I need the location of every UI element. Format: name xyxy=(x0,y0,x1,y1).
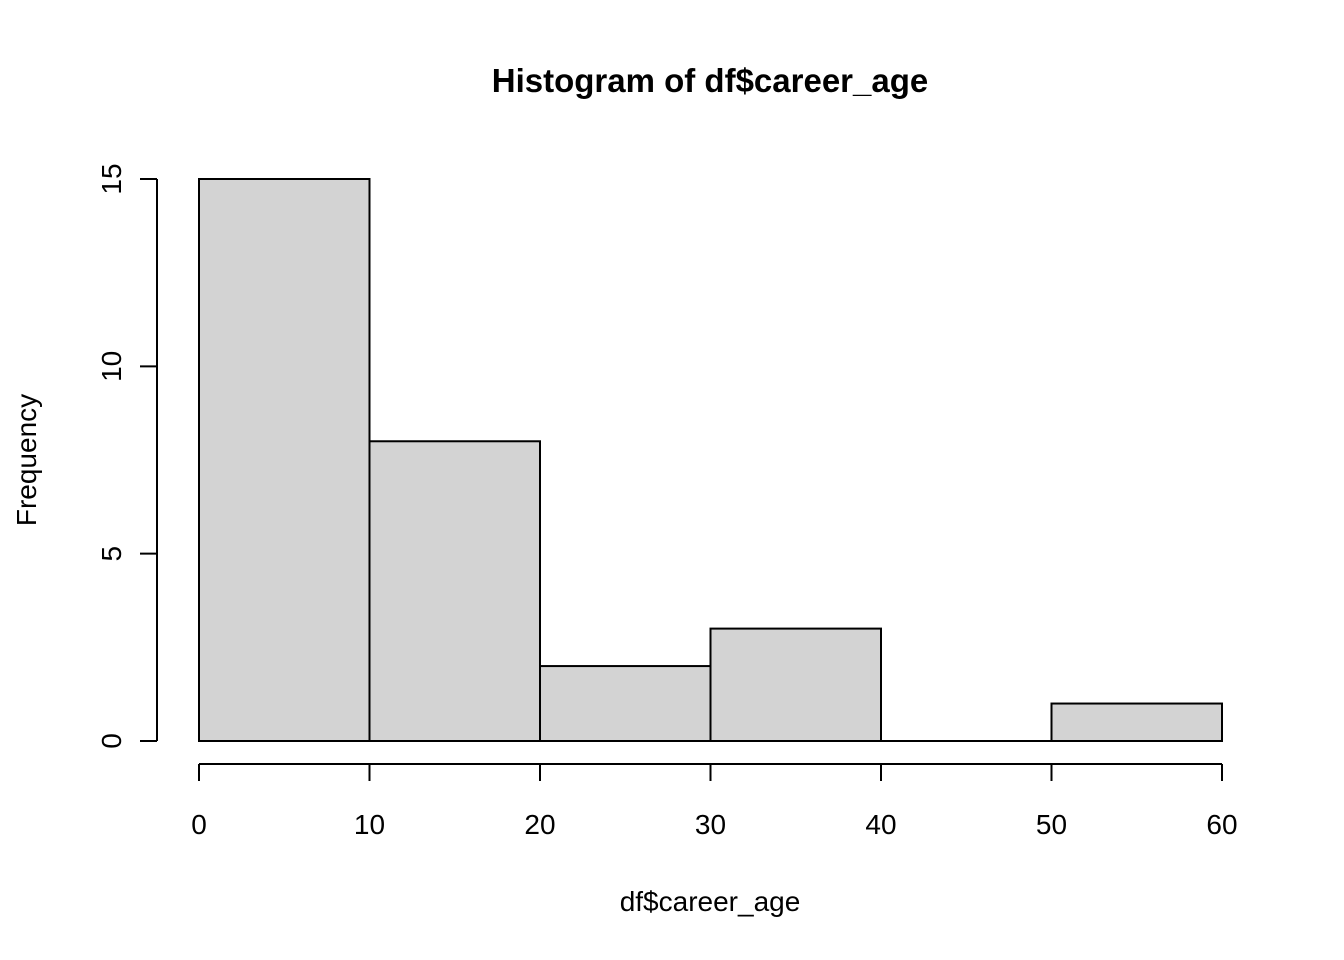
y-tick-label: 0 xyxy=(96,733,127,749)
x-tick-label: 20 xyxy=(524,809,555,840)
histogram-bar-0-10 xyxy=(198,178,371,742)
bars-group xyxy=(198,178,1223,742)
x-tick-label: 30 xyxy=(695,809,726,840)
histogram-bar-10-20 xyxy=(368,440,541,742)
y-tick-label: 10 xyxy=(96,351,127,382)
x-axis-label: df$career_age xyxy=(620,886,801,917)
x-axis: 0 10 20 30 40 50 60 xyxy=(191,763,1238,840)
chart-title: Histogram of df$career_age xyxy=(492,62,929,99)
histogram-bar-30-40 xyxy=(709,627,882,742)
histogram-bar-20-30 xyxy=(539,665,712,742)
y-axis-label: Frequency xyxy=(11,394,42,526)
x-tick-label: 10 xyxy=(354,809,385,840)
x-tick-label: 0 xyxy=(191,809,207,840)
x-tick-label: 40 xyxy=(865,809,896,840)
y-axis: 0 5 10 15 xyxy=(96,163,158,749)
y-tick-label: 5 xyxy=(96,546,127,562)
x-tick-label: 50 xyxy=(1036,809,1067,840)
histogram-bar-50-60 xyxy=(1050,702,1223,742)
y-tick-label: 15 xyxy=(96,163,127,194)
x-tick-label: 60 xyxy=(1206,809,1237,840)
